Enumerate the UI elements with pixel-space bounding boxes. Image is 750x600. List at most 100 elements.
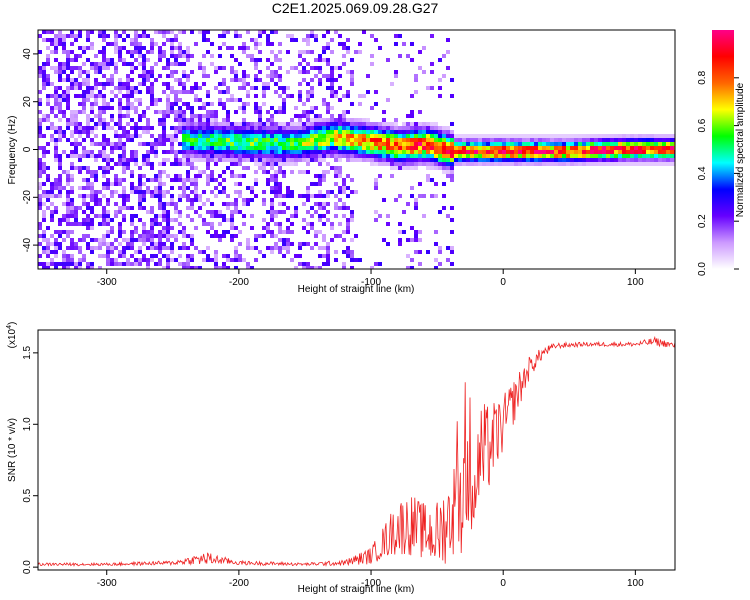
spectrogram-cell [286,186,290,190]
spectrogram-cell [262,142,266,146]
spectrogram-cell [450,138,454,142]
spectrogram-cell [206,122,210,126]
spectrogram-cell [478,134,482,138]
spectrogram-cell [46,226,50,230]
spectrogram-cell [502,142,506,146]
spectrogram-cell [182,50,186,54]
spectrogram-cell [206,154,210,158]
spectrogram-cell [294,38,298,42]
spectrogram-cell [162,182,166,186]
spectrogram-cell [338,138,342,142]
spectrogram-cell [358,258,362,262]
spectrogram-cell [398,142,402,146]
spectrogram-cell [162,242,166,246]
spectrogram-cell [186,130,190,134]
spectrogram-cell [94,170,98,174]
spectrogram-cell [170,186,174,190]
spectrogram-cell [66,86,70,90]
spectrogram-cell [298,154,302,158]
spectrogram-cell [574,146,578,150]
spectrogram-cell [514,146,518,150]
spectrogram-cell [618,154,622,158]
spectrogram-cell [286,194,290,198]
spectrogram-cell [278,210,282,214]
spectrogram-cell [254,38,258,42]
spectrogram-cell [94,122,98,126]
spectrogram-cell [54,130,58,134]
spectrogram-cell [86,38,90,42]
spectrogram-cell [146,186,150,190]
spectrogram-cell [286,218,290,222]
spectrogram-cell [134,238,138,242]
spectrogram-cell [346,150,350,154]
spectrogram-cell [434,134,438,138]
spectrogram-cell [210,42,214,46]
spectrogram-cell [118,114,122,118]
spectrogram-cell [38,146,42,150]
spectrogram-cell [414,146,418,150]
spectrogram-cell [98,214,102,218]
spectrogram-cell [266,126,270,130]
spectrogram-cell [218,150,222,154]
spectrogram-cell [86,98,90,102]
spectrogram-cell [58,262,62,266]
spectrogram-cell [434,230,438,234]
spectrogram-cell [94,94,98,98]
spectrogram-cell [146,258,150,262]
spectrogram-cell [178,230,182,234]
spectrogram-cell [606,158,610,162]
spectrogram-cell [254,146,258,150]
spectrogram-cell [154,194,158,198]
spectrogram-cell [102,174,106,178]
spectrogram-cell [278,202,282,206]
spectrogram-cell [322,142,326,146]
spectrogram-cell [618,142,622,146]
spectrogram-cell [526,134,530,138]
spectrogram-cell [514,134,518,138]
spectrogram-cell [386,222,390,226]
spectrogram-cell [110,106,114,110]
spectrogram-cell [66,258,70,262]
spectrogram-cell [210,174,214,178]
spectrogram-cell [74,126,78,130]
spectrogram-cell [426,130,430,134]
spectrogram-cell [202,126,206,130]
spectrogram-cell [58,30,62,34]
spectrogram-cell [154,146,158,150]
spectrogram-cell [266,154,270,158]
spectrogram-cell [394,150,398,154]
spectrogram-cell [382,198,386,202]
spectrogram-cell [166,98,170,102]
spectrogram-cell [130,230,134,234]
spectrogram-cell [598,158,602,162]
spectrogram-cell [90,102,94,106]
spectrogram-cell [366,138,370,142]
spectrogram-cell [230,134,234,138]
spectrogram-cell [178,114,182,118]
spectrogram-cell [298,118,302,122]
spectrogram-cell [138,46,142,50]
spectrogram-cell [190,154,194,158]
spectrogram-cell [250,138,254,142]
spectrogram-cell [94,70,98,74]
spectrogram-cell [218,222,222,226]
spectrogram-cell [666,150,670,154]
spectrogram-cell [642,154,646,158]
spectrogram-cell [202,250,206,254]
spectrogram-cell [186,198,190,202]
spectrogram-cell [102,170,106,174]
spectrogram-cell [74,206,78,210]
spectrogram-cell [434,142,438,146]
spectrogram-cell [306,122,310,126]
spectrogram-cell [138,174,142,178]
spectrogram-cell [178,186,182,190]
spectrogram-cell [202,222,206,226]
spectrogram-cell [350,122,354,126]
spectrogram-cell [186,206,190,210]
spectrogram-cell [410,134,414,138]
spectrogram-cell [438,134,442,138]
spectrogram-cell [222,106,226,110]
x-tick-label: -100 [361,578,381,589]
colorbar-tick-label: 0.4 [697,166,708,180]
spectrogram-cell [150,94,154,98]
